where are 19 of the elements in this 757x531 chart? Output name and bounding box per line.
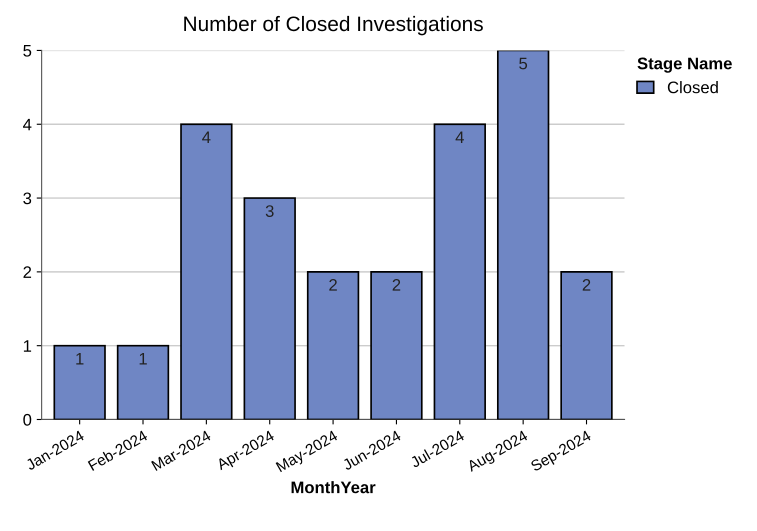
y-tick-label: 2 (23, 266, 32, 278)
y-tick-label: 4 (23, 118, 32, 130)
data-label: 2 (392, 279, 400, 291)
x-axis-title: MonthYear (292, 481, 376, 494)
data-label: 2 (329, 279, 337, 291)
data-label: 1 (76, 352, 84, 364)
data-label: 1 (140, 352, 147, 364)
data-label: 3 (266, 205, 274, 217)
y-tick-label: 3 (23, 192, 32, 204)
data-label: 2 (582, 279, 590, 291)
chart-title: Number of Closed Investigations (184, 16, 483, 36)
y-tick-label: 5 (23, 45, 32, 57)
legend-label: Closed (668, 81, 718, 94)
y-tick-label: 1 (24, 340, 32, 352)
data-label: 5 (519, 58, 528, 70)
data-label: 4 (456, 132, 464, 144)
data-label: 4 (202, 132, 211, 144)
legend-title: Stage Name (638, 58, 732, 73)
y-tick-label: 0 (23, 414, 32, 426)
